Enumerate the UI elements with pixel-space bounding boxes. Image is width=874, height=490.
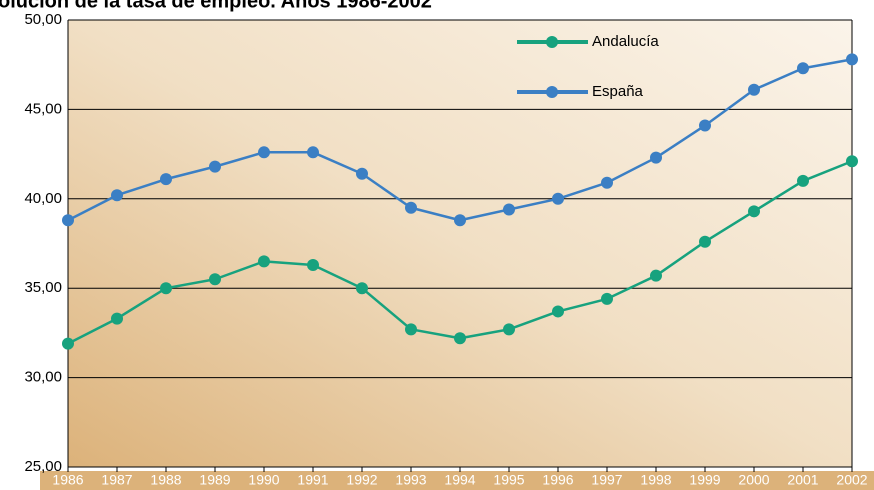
- point: [405, 323, 417, 336]
- point: [111, 312, 123, 325]
- x-tick-label: 1990: [248, 472, 279, 488]
- point: [699, 235, 711, 248]
- x-tick-label: 1998: [640, 472, 671, 488]
- point: [552, 192, 564, 205]
- year-band: [40, 471, 874, 490]
- point: [307, 146, 319, 159]
- point: [356, 282, 368, 295]
- point: [209, 160, 221, 173]
- point: [846, 53, 858, 66]
- point: [748, 83, 760, 96]
- x-tick-label: 1999: [689, 472, 720, 488]
- point: [307, 258, 319, 271]
- point: [111, 189, 123, 202]
- point: [258, 146, 270, 159]
- point: [503, 203, 515, 216]
- x-tick-label: 1995: [493, 472, 524, 488]
- point: [601, 176, 613, 189]
- x-tick-label: 1994: [444, 472, 475, 488]
- point: [601, 292, 613, 305]
- legend-marker: [546, 36, 558, 48]
- point: [258, 255, 270, 268]
- x-tick-label: 2000: [738, 472, 769, 488]
- legend-label: España: [592, 83, 644, 100]
- y-tick-label: 40,00: [24, 190, 62, 207]
- point: [503, 323, 515, 336]
- chart-title: olución de la tasa de empleo. Años 1986-…: [0, 0, 432, 12]
- x-tick-label: 1997: [591, 472, 622, 488]
- x-tick-label: 1988: [150, 472, 181, 488]
- y-tick-label: 50,00: [24, 11, 62, 28]
- point: [209, 273, 221, 286]
- point: [846, 155, 858, 168]
- point: [160, 282, 172, 295]
- legend-marker: [546, 86, 558, 98]
- x-tick-label: 2002: [836, 472, 867, 488]
- point: [454, 332, 466, 345]
- point: [160, 173, 172, 186]
- point: [454, 214, 466, 227]
- y-tick-label: 45,00: [24, 100, 62, 117]
- point: [62, 214, 74, 227]
- x-tick-label: 2001: [787, 472, 818, 488]
- point: [748, 205, 760, 218]
- x-tick-label: 1987: [101, 472, 132, 488]
- x-tick-label: 1989: [199, 472, 230, 488]
- point: [650, 269, 662, 282]
- x-tick-label: 1993: [395, 472, 426, 488]
- point: [699, 119, 711, 132]
- x-tick-label: 1996: [542, 472, 573, 488]
- x-tick-label: 1991: [297, 472, 328, 488]
- y-tick-label: 35,00: [24, 279, 62, 296]
- y-tick-label: 30,00: [24, 369, 62, 386]
- point: [356, 167, 368, 180]
- y-tick-label: 25,00: [24, 458, 62, 475]
- point: [797, 62, 809, 75]
- plot-area: [68, 20, 852, 467]
- x-tick-label: 1992: [346, 472, 377, 488]
- point: [405, 201, 417, 214]
- point: [797, 174, 809, 187]
- point: [62, 337, 74, 350]
- point: [650, 151, 662, 164]
- x-tick-label: 1986: [52, 472, 83, 488]
- legend-label: Andalucía: [592, 33, 659, 50]
- point: [552, 305, 564, 318]
